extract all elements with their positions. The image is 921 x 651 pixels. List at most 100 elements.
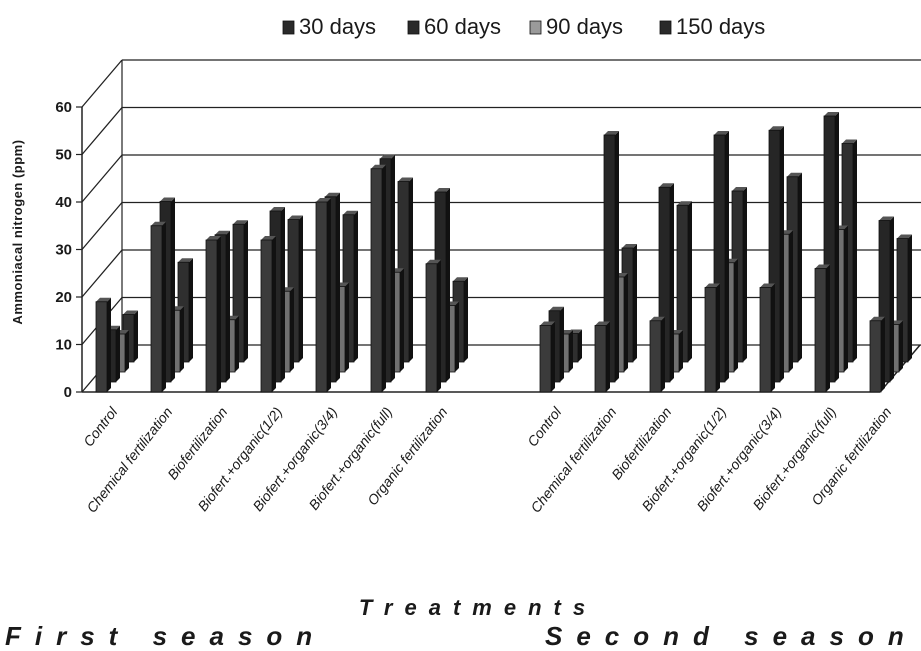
bar [814, 264, 830, 393]
bar-side [826, 264, 830, 392]
bar-side [244, 220, 248, 362]
bar-front [205, 239, 218, 393]
bar-side [670, 183, 674, 382]
bar-side [890, 216, 894, 382]
bar-top [123, 310, 138, 315]
x-axis-title: Treatments [359, 595, 597, 620]
bar-side [661, 316, 665, 392]
bar-side [336, 192, 340, 382]
bar-side [734, 258, 738, 372]
group-label-first-season: First season [5, 621, 326, 651]
bar-side [464, 277, 468, 362]
bar-side [853, 139, 857, 362]
bar [768, 126, 784, 383]
bar-top [325, 192, 340, 197]
bar-side [409, 177, 413, 362]
bar-top [595, 321, 610, 326]
bar-side [569, 330, 573, 372]
bar-top [453, 277, 468, 282]
bar-top [659, 183, 674, 188]
bar-side [226, 230, 230, 382]
bar-top [842, 139, 857, 144]
bar-side [881, 316, 885, 392]
gridline-side [81, 202, 123, 250]
bar-top [824, 112, 839, 116]
bar-side [354, 210, 358, 362]
bar-front [539, 325, 552, 393]
bar-side [624, 273, 628, 372]
bar-top [261, 236, 276, 240]
bar [370, 164, 386, 393]
bar-side [437, 259, 441, 392]
bar-side [633, 244, 637, 362]
bar-top [705, 283, 720, 288]
bar-front [759, 287, 772, 393]
bar-front [315, 201, 328, 393]
bar-top [426, 259, 441, 264]
bar-top [650, 316, 665, 321]
bar-side [789, 230, 793, 372]
category-label: Control [80, 403, 121, 449]
y-tick-label: 50 [55, 147, 72, 164]
bar-side [908, 234, 912, 362]
bar-side [382, 164, 386, 392]
bar-side [400, 268, 404, 372]
bar-top [897, 234, 912, 239]
group-label-second-season: Second season [545, 621, 918, 651]
bar-top [815, 264, 830, 269]
bar-side [272, 236, 276, 392]
bar-side [171, 197, 175, 382]
bar-side [455, 301, 459, 372]
bar-side [679, 330, 683, 372]
y-axis-title: Ammoniacal nitrogen (ppm) [10, 139, 25, 324]
bar-side [125, 330, 129, 372]
bar [649, 316, 665, 393]
bar-side [327, 198, 331, 392]
bar-side [189, 258, 193, 362]
gridline-side [81, 107, 123, 155]
legend-label: 60 days [424, 14, 501, 39]
bar [539, 321, 555, 393]
bar-side [743, 187, 747, 362]
bar [260, 236, 276, 393]
legend-swatch [529, 20, 542, 35]
bar-top [540, 321, 555, 326]
bar-side [780, 126, 784, 382]
bar-top [151, 221, 166, 226]
legend-swatch [282, 20, 295, 35]
bar-front [704, 287, 717, 393]
bar-top [206, 236, 221, 240]
bar-side [391, 154, 395, 382]
bar-front [260, 239, 273, 393]
bar-side [116, 325, 120, 382]
bar-side [716, 283, 720, 392]
legend-label: 30 days [299, 14, 376, 39]
bar [95, 297, 111, 393]
bar-top [316, 198, 331, 202]
bar-top [879, 216, 894, 221]
bar-top [398, 177, 413, 182]
bar-side [290, 287, 294, 372]
bar-side [217, 236, 221, 392]
bar-top [435, 188, 450, 192]
bar [315, 198, 331, 393]
bar [205, 236, 221, 393]
legend: 30 days 60 days 90 days 150 days [282, 14, 765, 39]
bar-side [345, 282, 349, 372]
bar-side [560, 306, 564, 382]
bar-top [604, 131, 619, 135]
bar-front [370, 168, 383, 393]
bar-side [615, 131, 619, 382]
legend-swatch [407, 20, 420, 35]
legend-label: 150 days [676, 14, 765, 39]
bar-side [844, 225, 848, 372]
bar-side [299, 215, 303, 362]
legend-swatch [659, 20, 672, 35]
bar [759, 283, 775, 393]
bar-top [343, 210, 358, 215]
y-tick-label: 10 [55, 337, 72, 354]
bar [658, 183, 674, 383]
y-tick-label: 60 [55, 99, 72, 116]
y-tick-label: 40 [55, 194, 72, 211]
bar-side [446, 188, 450, 382]
